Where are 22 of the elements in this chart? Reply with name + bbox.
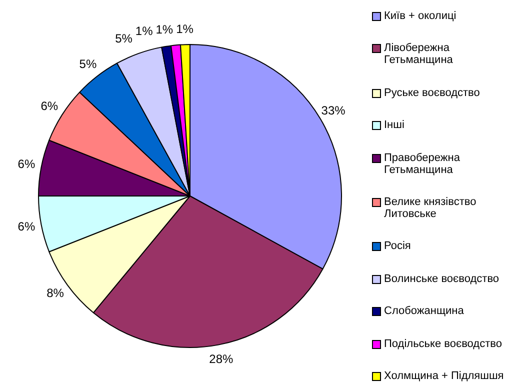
data-label: 5% [79,56,97,71]
legend-label: Подільське воєводство [384,338,502,350]
legend-label: Лівобережна Гетьманщина [384,42,454,66]
legend-label: Інші [384,119,404,132]
data-label: 33% [321,104,346,118]
data-label: 1% [176,22,194,36]
data-label: 28% [209,352,234,366]
data-label: 5% [115,32,133,46]
legend-label: Руське воєводство [384,86,480,99]
legend-label: Холмщина + Підляшшя [384,370,504,382]
legend-label: Росія [384,240,411,252]
data-label: 6% [40,99,58,114]
data-label: 1% [135,24,154,38]
data-label: 1% [156,22,174,37]
data-label: 6% [18,157,36,172]
legend-label: Правобережна Гетьманщина [384,152,461,176]
legend-label: Велике князівство Литовське [384,196,478,220]
data-label: 6% [18,220,36,234]
legend-label: Слобожанщина [384,305,464,318]
legend-label: Київ + околиці [384,10,456,22]
legend-label: Волинське воєводство [384,272,500,285]
data-label: 8% [46,286,64,300]
